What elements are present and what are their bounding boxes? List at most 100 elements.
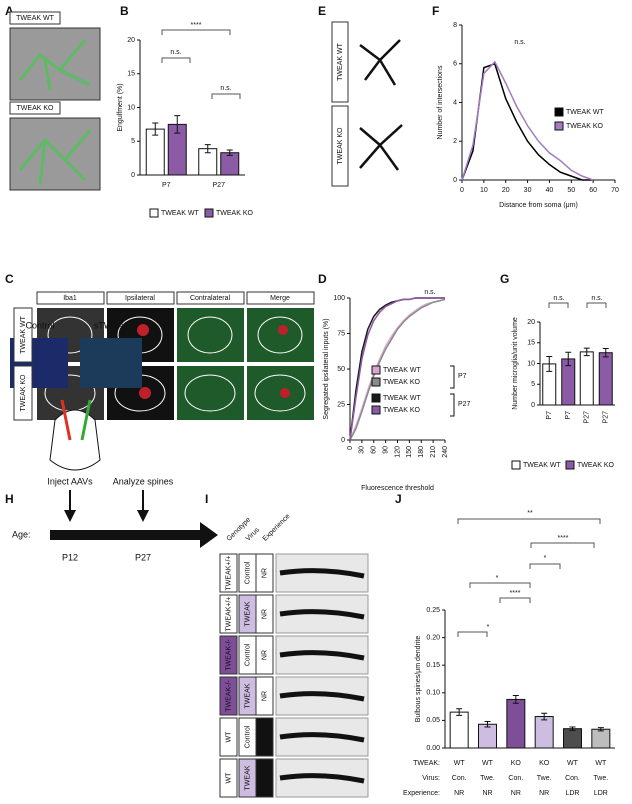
dendrite bbox=[279, 650, 365, 661]
error-bar bbox=[226, 149, 233, 156]
injection bbox=[80, 399, 92, 441]
x-tick-label: 0 bbox=[347, 446, 354, 450]
label-box bbox=[255, 717, 274, 757]
error-bar bbox=[569, 726, 576, 731]
x-tick-label: P7 bbox=[546, 411, 553, 420]
row-label: TWEAK: bbox=[413, 760, 440, 767]
x-tick-label: 60 bbox=[371, 446, 378, 454]
y-tick-label: 15 bbox=[127, 71, 135, 78]
y-tick-label: 20 bbox=[527, 319, 535, 326]
panel-label: I bbox=[205, 492, 208, 506]
x-tick-label: P27 bbox=[584, 411, 591, 424]
legend-swatch bbox=[511, 460, 521, 470]
table-cell: LDR bbox=[565, 790, 579, 797]
row-cell: WT bbox=[225, 731, 232, 743]
legend-label: TWEAK KO bbox=[577, 462, 615, 469]
legend-swatch bbox=[565, 460, 575, 470]
annotation: n.s. bbox=[220, 85, 231, 92]
bar bbox=[534, 716, 554, 749]
microglia bbox=[359, 39, 401, 86]
y-tick-label: 0.15 bbox=[426, 662, 440, 669]
dendrite bbox=[279, 691, 365, 702]
table-cell: KO bbox=[511, 760, 522, 767]
legend-label: TWEAK WT bbox=[523, 462, 561, 469]
annotation: * bbox=[487, 624, 490, 631]
microglia bbox=[18, 129, 92, 186]
table-cell: Twe. bbox=[537, 775, 552, 782]
y-tick-label: 75 bbox=[337, 330, 345, 337]
y-tick-label: 0 bbox=[531, 402, 535, 409]
label-box bbox=[176, 291, 245, 305]
significance-bracket bbox=[529, 563, 561, 569]
column-header: Virus bbox=[245, 526, 261, 542]
legend-swatch bbox=[554, 107, 564, 117]
table-cell: Con. bbox=[452, 775, 467, 782]
y-tick-label: 0 bbox=[341, 437, 345, 444]
line bbox=[349, 298, 446, 441]
legend-swatch bbox=[149, 208, 159, 218]
panel-label: B bbox=[120, 4, 129, 18]
annotation: **** bbox=[510, 590, 521, 597]
bar bbox=[145, 128, 165, 176]
bar bbox=[579, 351, 594, 406]
label-box bbox=[13, 307, 33, 363]
table-cell: NR bbox=[482, 790, 492, 797]
row-cell: TWEAK+/+ bbox=[225, 596, 232, 631]
y-axis-label: Number of intersections bbox=[437, 65, 444, 139]
row-cell: Control bbox=[244, 643, 251, 666]
error-bar bbox=[541, 712, 548, 721]
x-tick-label: 70 bbox=[611, 187, 619, 194]
bar bbox=[478, 723, 497, 749]
y-axis-label: Number microglia/unit volume bbox=[512, 317, 519, 410]
table-cell: KO bbox=[539, 760, 550, 767]
x-tick-label: 90 bbox=[382, 446, 389, 454]
significance-bracket bbox=[548, 302, 569, 308]
bar bbox=[449, 711, 469, 749]
table-cell: LDR bbox=[594, 790, 608, 797]
y-tick-label: 0.00 bbox=[426, 745, 440, 752]
label-box bbox=[219, 676, 238, 716]
row-cell: Control bbox=[244, 725, 251, 748]
image-label: Control bbox=[25, 320, 54, 330]
x-tick-label: P27 bbox=[213, 182, 226, 189]
panel-label: F bbox=[432, 4, 439, 18]
legend-swatch bbox=[204, 208, 214, 218]
significance-bracket bbox=[530, 542, 595, 548]
label-box bbox=[255, 594, 274, 634]
panel-label: D bbox=[318, 272, 327, 286]
y-tick-label: 20 bbox=[127, 37, 135, 44]
bar bbox=[598, 352, 613, 406]
row-cell: NR bbox=[261, 568, 268, 578]
group-label: P27 bbox=[458, 401, 471, 408]
row-cell: TWEAK+/+ bbox=[225, 555, 232, 590]
significance-bracket bbox=[457, 631, 488, 637]
annotation: n.s. bbox=[553, 295, 564, 302]
microglia bbox=[18, 39, 91, 91]
row-label: TWEAK WT bbox=[337, 42, 344, 80]
label-box bbox=[219, 717, 238, 757]
age-label: P12 bbox=[62, 552, 78, 562]
panel-label: C bbox=[5, 272, 14, 286]
significance-bracket bbox=[469, 582, 531, 588]
row-cell: LDR bbox=[261, 771, 268, 785]
y-axis-label: Bulbous spines/μm dendrite bbox=[415, 636, 422, 723]
bar bbox=[591, 728, 611, 749]
table-cell: WT bbox=[454, 760, 466, 767]
image-grid bbox=[37, 308, 314, 420]
y-tick-label: 15 bbox=[527, 340, 535, 347]
legend-label: TWEAK KO bbox=[566, 123, 604, 130]
row-label: Virus: bbox=[422, 775, 440, 782]
y-tick-label: 50 bbox=[337, 366, 345, 373]
legend-swatch bbox=[554, 121, 564, 131]
label-box bbox=[219, 758, 238, 798]
label-box bbox=[331, 21, 349, 103]
y-axis-label: Engulfment (%) bbox=[117, 83, 124, 131]
injection bbox=[60, 399, 72, 441]
y-tick-label: 0 bbox=[453, 177, 457, 184]
row-cell: TWEAK bbox=[244, 683, 251, 708]
y-tick-label: 6 bbox=[453, 61, 457, 68]
image bbox=[9, 27, 101, 101]
row-label: TWEAK KO bbox=[20, 374, 27, 412]
row-cell: LDR bbox=[261, 730, 268, 744]
